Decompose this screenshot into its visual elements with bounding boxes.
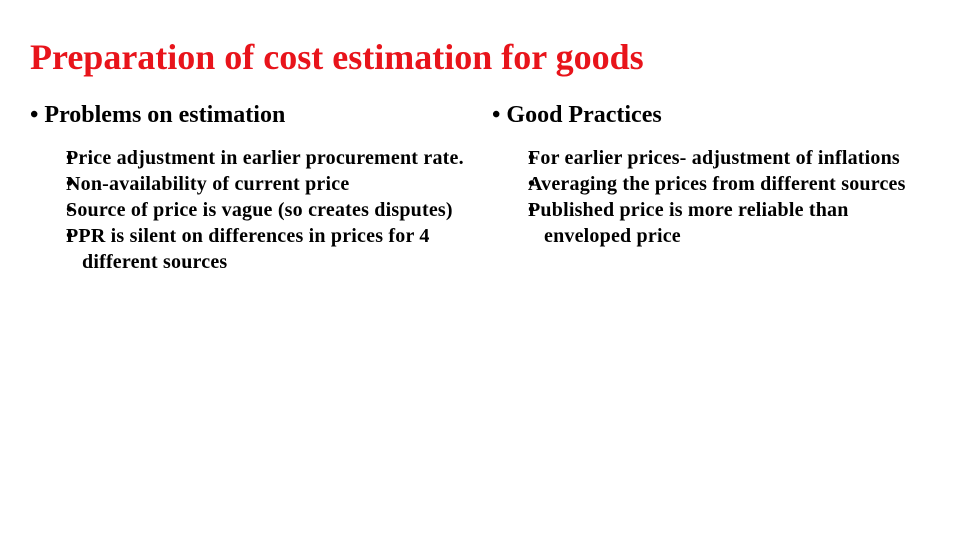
column: Good Practices For earlier prices- adjus… [492,102,932,249]
bullet-item: For earlier prices- adjustment of inflat… [492,145,932,171]
bullet-list: Price adjustment in earlier procurement … [30,145,470,275]
column-heading: Problems on estimation [30,102,470,129]
bullet-list: For earlier prices- adjustment of inflat… [492,145,932,249]
bullet-item: Price adjustment in earlier procurement … [30,145,470,171]
bullet-item: Source of price is vague (so creates dis… [30,197,470,223]
bullet-item: Averaging the prices from different sour… [492,171,932,197]
slide-title: Preparation of cost estimation for goods [30,37,644,77]
bullet-item: PPR is silent on differences in prices f… [30,223,470,275]
column-heading: Good Practices [492,102,932,129]
bullet-item: Published price is more reliable than en… [492,197,932,249]
column: Problems on estimation Price adjustment … [30,102,470,275]
bullet-item: Non-availability of current price [30,171,470,197]
